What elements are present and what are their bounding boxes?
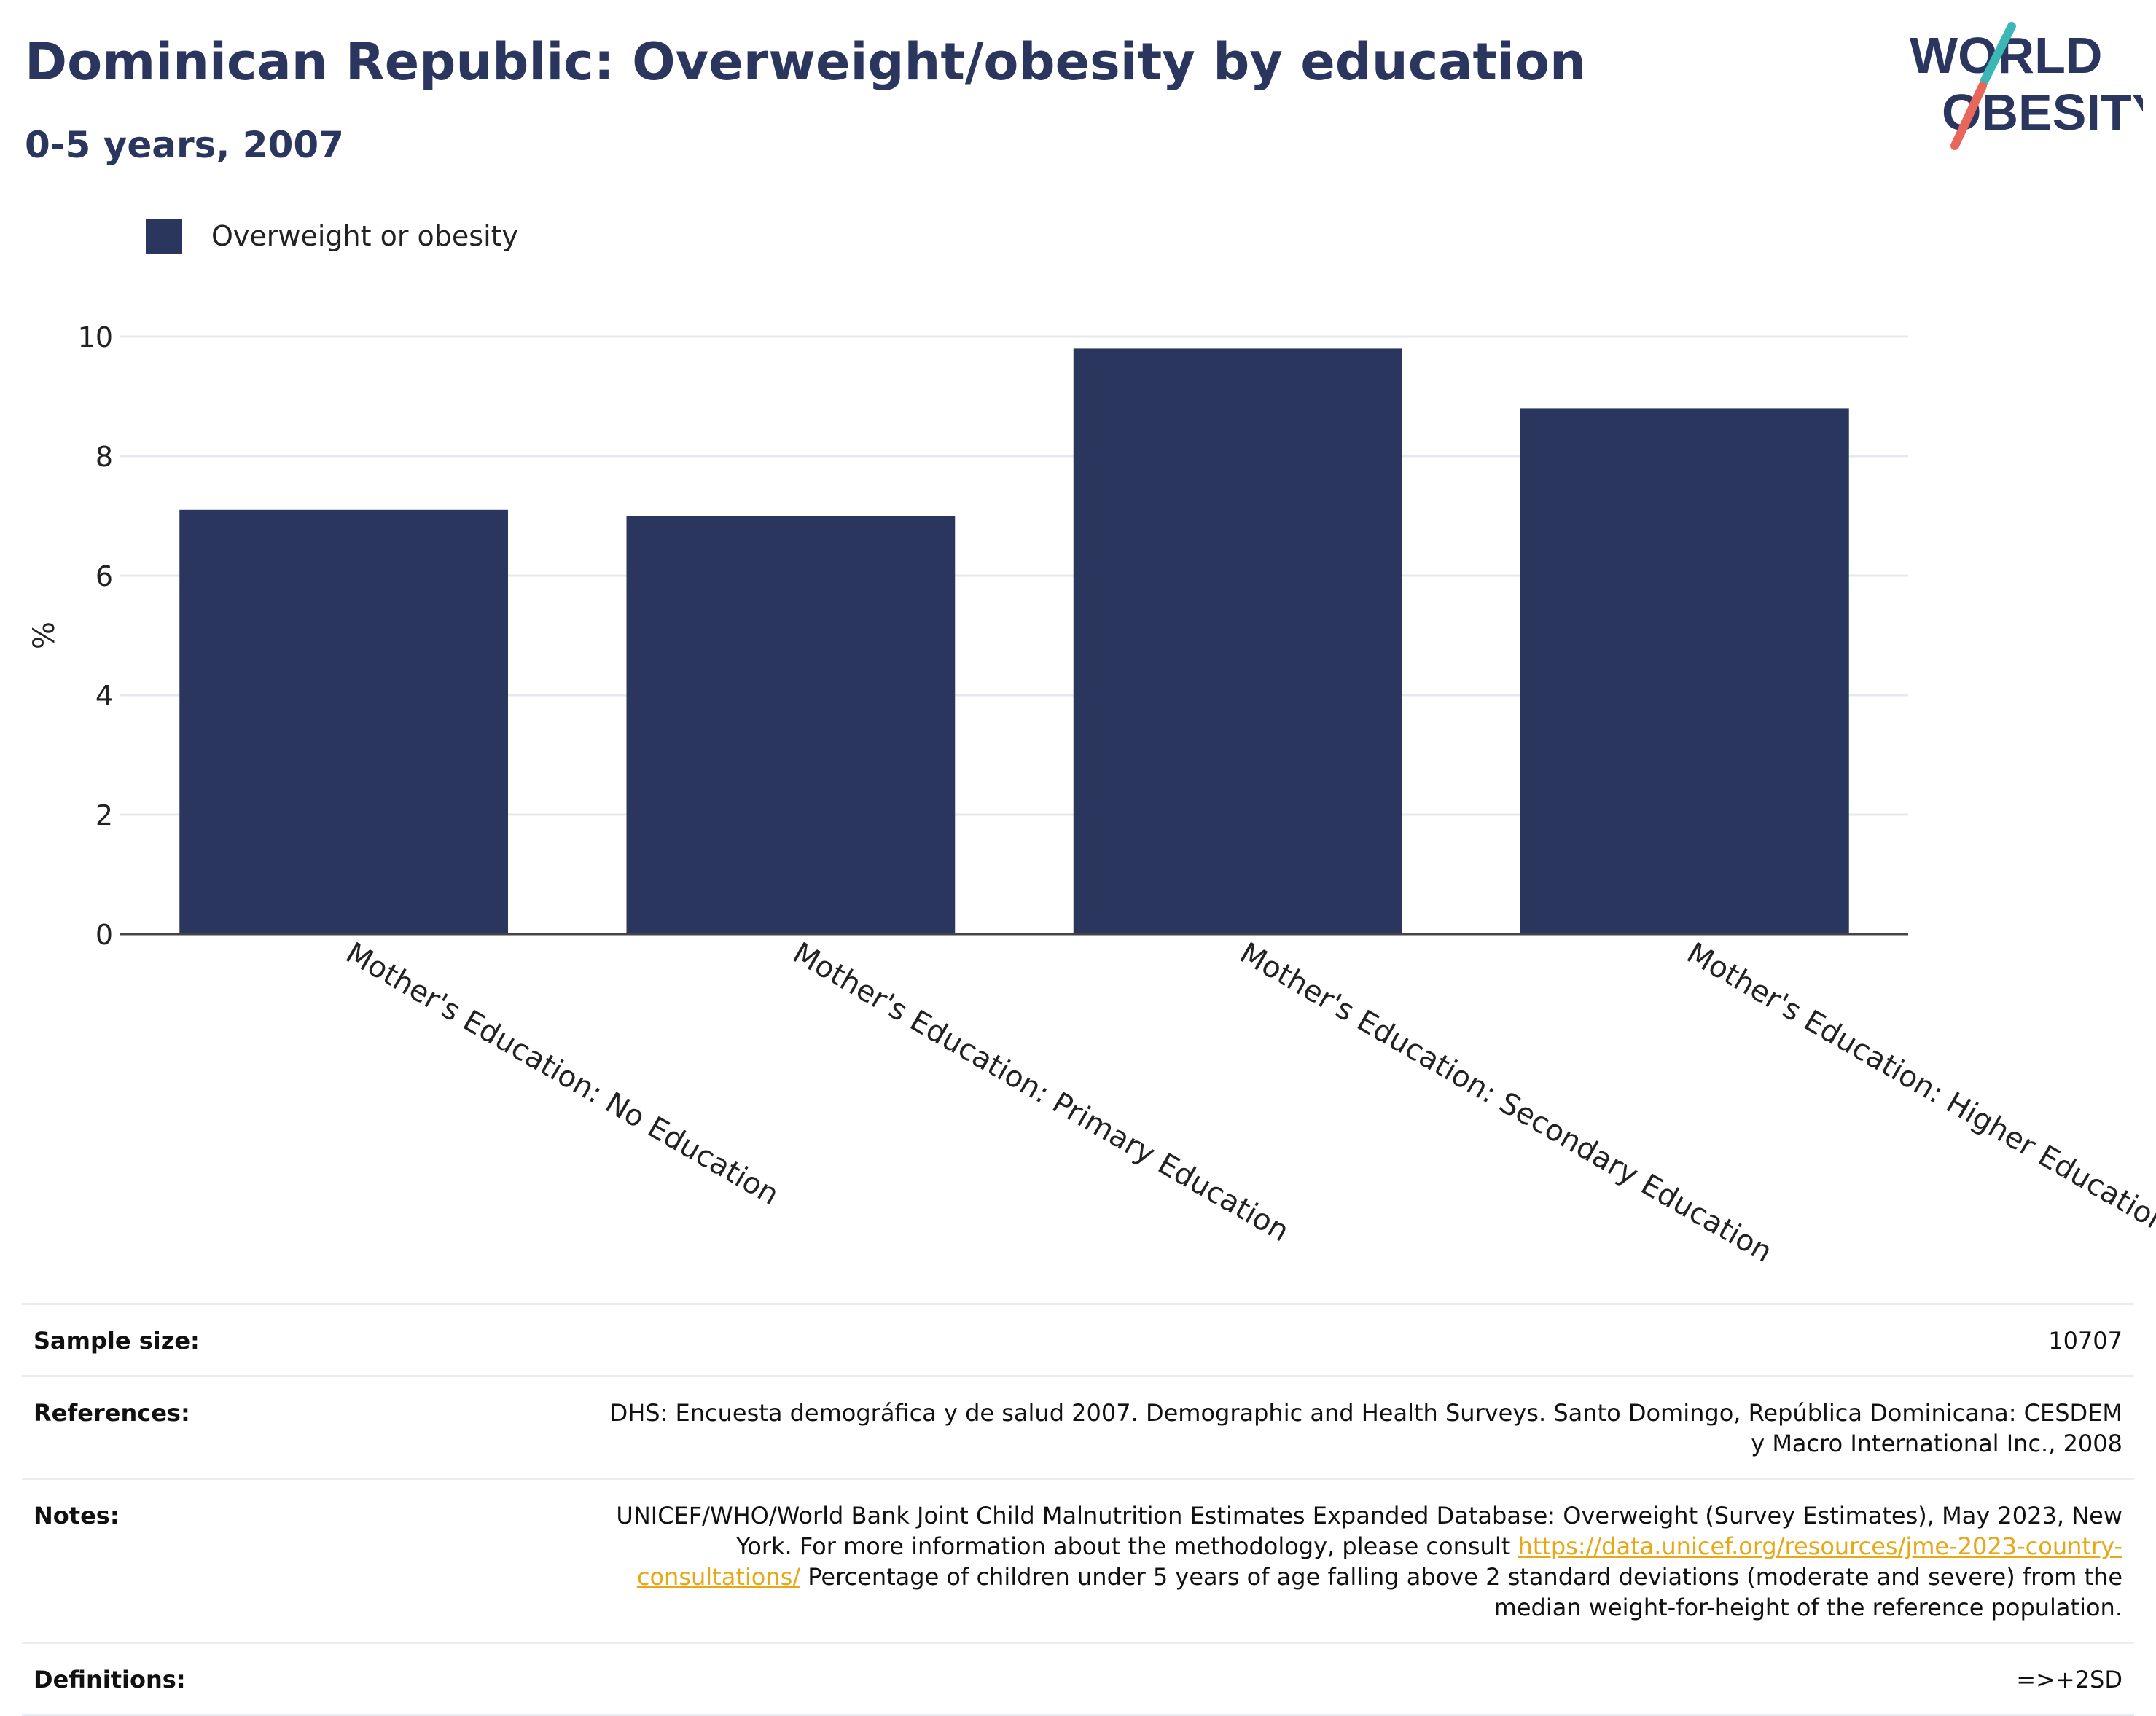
bar — [1520, 408, 1849, 934]
y-axis-label: % — [28, 622, 61, 649]
notes-text-after: Percentage of children under 5 years of … — [800, 1563, 2122, 1621]
notes-value: UNICEF/WHO/World Bank Joint Child Malnut… — [606, 1500, 2122, 1623]
footer-row-references: References: DHS: Encuesta demográfica y … — [22, 1375, 2134, 1478]
y-tick-label: 10 — [78, 321, 113, 353]
footer-table: Sample size: 10707 References: DHS: Encu… — [22, 1303, 2134, 1716]
x-category-label: Mother's Education: No Education — [340, 936, 784, 1212]
x-category-label: Mother's Education: Higher Education — [1681, 936, 2156, 1241]
y-tick-label: 2 — [95, 799, 113, 831]
notes-text-before: UNICEF/WHO/World Bank Joint Child Malnut… — [616, 1502, 2122, 1560]
chart-legend: Overweight or obesity — [146, 216, 518, 256]
chart-title: Dominican Republic: Overweight/obesity b… — [25, 32, 1586, 92]
logo-coral-stroke — [1950, 82, 1987, 150]
x-category-label: Mother's Education: Secondary Education — [1234, 936, 1778, 1269]
legend-label: Overweight or obesity — [211, 220, 519, 252]
definitions-label: Definitions: — [34, 1666, 186, 1693]
x-category-label: Mother's Education: Primary Education — [787, 936, 1294, 1249]
sample-size-label: Sample size: — [34, 1327, 200, 1355]
footer-row-sample-size: Sample size: 10707 — [22, 1303, 2134, 1375]
chart-subtitle: 0-5 years, 2007 — [25, 124, 344, 166]
references-value: DHS: Encuesta demográfica y de salud 200… — [609, 1399, 2122, 1457]
footer-row-definitions: Definitions: =>+2SD — [22, 1642, 2134, 1716]
world-obesity-logo: WORLD OBESITY — [1910, 22, 2143, 150]
bar — [1073, 348, 1402, 934]
bar — [179, 509, 508, 934]
notes-label: Notes: — [34, 1502, 120, 1529]
y-tick-label: 6 — [95, 560, 113, 592]
bar — [626, 516, 956, 934]
sample-size-value: 10707 — [2048, 1327, 2122, 1355]
y-tick-label: 8 — [95, 441, 113, 473]
references-label: References: — [34, 1399, 190, 1427]
y-tick-label: 0 — [95, 919, 113, 951]
definitions-value: =>+2SD — [2016, 1666, 2122, 1693]
footer-row-notes: Notes: UNICEF/WHO/World Bank Joint Child… — [22, 1478, 2134, 1642]
logo-teal-stroke — [1980, 22, 2016, 86]
notes-link[interactable]: https://data.unicef.org/resources/jme-20… — [636, 1532, 2122, 1591]
bar-chart: 0 2 4 6 8 10% Mother's Education: No Education… — [28, 321, 2156, 1269]
legend-swatch — [146, 219, 182, 254]
y-tick-label: 4 — [95, 680, 113, 712]
